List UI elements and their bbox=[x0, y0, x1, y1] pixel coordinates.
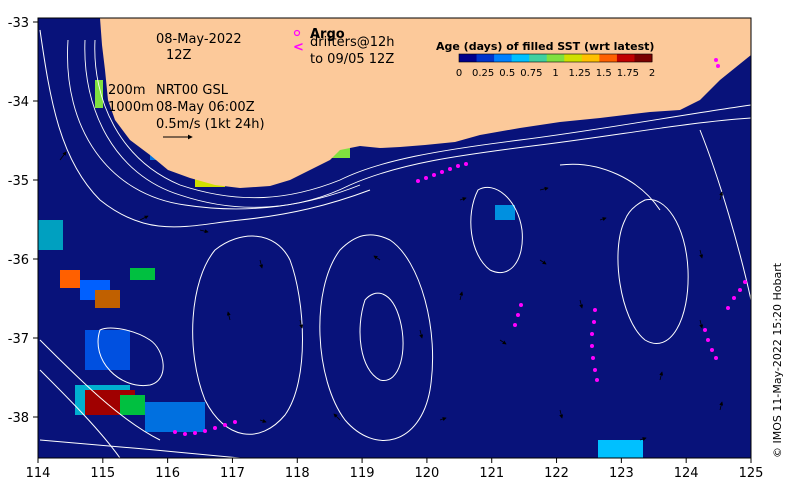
bathy-1000-label: 1000m bbox=[108, 100, 154, 115]
lon-tick-label: 115 bbox=[90, 466, 115, 481]
drifter-tracks bbox=[173, 58, 747, 436]
legend-ticks: 0 0.25 0.5 0.75 1 1.25 1.5 1.75 2 bbox=[456, 68, 655, 79]
lat-tick-label: -36 bbox=[8, 253, 29, 268]
sea-level-contours bbox=[39, 29, 751, 458]
lat-tick-label: -38 bbox=[8, 411, 29, 426]
legend-tick-label: 0.75 bbox=[520, 68, 542, 79]
time-label: 12Z bbox=[166, 48, 192, 63]
bathymetry-contours bbox=[67, 39, 751, 210]
legend-tick-label: 1.75 bbox=[617, 68, 639, 79]
analysis-time-label: 08-May 06:00Z bbox=[156, 100, 255, 115]
lon-tick-label: 123 bbox=[609, 466, 634, 481]
lon-tick-label: 121 bbox=[479, 466, 504, 481]
legend-colorbar-frame bbox=[458, 53, 653, 63]
legend-colorbar bbox=[458, 53, 653, 63]
legend-tick-label: 0 bbox=[456, 68, 462, 79]
legend-color-swatch bbox=[564, 54, 583, 62]
sst-patches bbox=[38, 80, 643, 458]
lon-tick-label: 119 bbox=[350, 466, 375, 481]
latitude-axis: -33 -34 -35 -36 -37 -38 bbox=[8, 16, 38, 426]
drifter-marker-icon: < bbox=[293, 40, 304, 55]
legend-title: Age (days) of filled SST (wrt latest) bbox=[436, 40, 654, 53]
legend-tick-label: 1.25 bbox=[568, 68, 590, 79]
lon-tick-label: 114 bbox=[26, 466, 51, 481]
legend-color-swatch bbox=[529, 54, 548, 62]
legend-tick-label: 1 bbox=[552, 68, 558, 79]
legend-color-swatch bbox=[634, 54, 653, 62]
lat-tick-label: -33 bbox=[8, 16, 29, 31]
legend-color-swatch bbox=[476, 54, 495, 62]
legend-color-swatch bbox=[616, 54, 635, 62]
lat-tick-label: -34 bbox=[8, 95, 29, 110]
legend-color-swatch bbox=[459, 54, 478, 62]
lon-tick-label: 122 bbox=[544, 466, 569, 481]
legend-tick-label: 1.5 bbox=[596, 68, 612, 79]
lat-tick-label: -37 bbox=[8, 332, 29, 347]
scale-label: 0.5m/s (1kt 24h) bbox=[156, 117, 265, 132]
lat-tick-label: -35 bbox=[8, 174, 29, 189]
legend-tick-label: 0.25 bbox=[472, 68, 494, 79]
legend-color-swatch bbox=[494, 54, 513, 62]
argo-label: Argo bbox=[310, 27, 345, 42]
map-border bbox=[37, 17, 752, 459]
credit-text: © IMOS 11-May-2022 15:20 Hobart bbox=[771, 262, 784, 458]
lon-tick-label: 120 bbox=[414, 466, 439, 481]
legend-color-swatch bbox=[599, 54, 618, 62]
bathy-200-label: 200m bbox=[108, 83, 145, 98]
velocity-arrows bbox=[59, 151, 724, 441]
legend-tick-label: 2 bbox=[649, 68, 655, 79]
product-label: NRT00 GSL bbox=[156, 83, 229, 98]
lon-tick-label: 116 bbox=[155, 466, 180, 481]
lon-tick-label: 118 bbox=[285, 466, 310, 481]
drifters-label: drifters@12h bbox=[310, 35, 395, 50]
legend-color-swatch bbox=[546, 54, 565, 62]
longitude-axis: 114 115 116 117 118 119 120 121 122 123 124 125 bbox=[26, 458, 764, 481]
lon-tick-label: 117 bbox=[220, 466, 245, 481]
argo-marker-icon bbox=[293, 29, 301, 37]
drifters-end-label: to 09/05 12Z bbox=[310, 52, 394, 67]
legend-tick-label: 0.5 bbox=[499, 68, 515, 79]
legend-color-swatch bbox=[511, 54, 530, 62]
lon-tick-label: 124 bbox=[674, 466, 699, 481]
date-label: 08-May-2022 bbox=[156, 32, 242, 47]
lon-tick-label: 125 bbox=[739, 466, 764, 481]
legend-color-swatch bbox=[581, 54, 600, 62]
